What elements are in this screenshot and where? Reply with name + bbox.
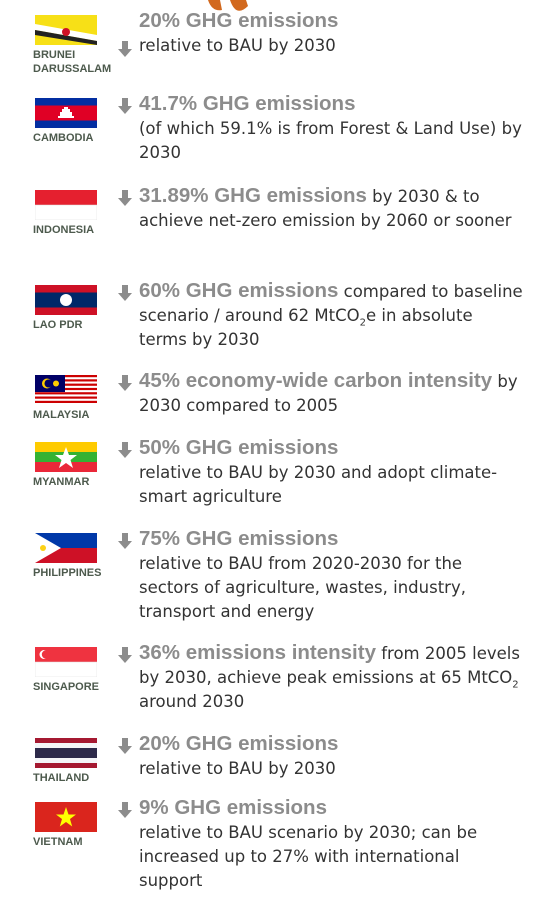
graphic	[118, 41, 132, 57]
country-name: MALAYSIA	[33, 408, 133, 422]
graphic	[60, 294, 72, 306]
flag	[35, 375, 97, 405]
headline: 9% GHG emissions	[139, 796, 327, 819]
pledge: 31.89% GHG emissions by 2030 & to achiev…	[139, 184, 524, 233]
headline: 60% GHG emissions	[139, 279, 338, 302]
subscript: 2	[512, 679, 518, 690]
flag	[35, 802, 97, 832]
graphic	[117, 41, 133, 57]
pledge: 36% emissions intensity from 2005 levels…	[139, 641, 524, 714]
flag	[35, 647, 97, 677]
country-name: VIETNAM	[33, 835, 133, 849]
pledge: 45% economy-wide carbon intensity by 203…	[139, 369, 524, 418]
headline: 20% GHG emissions	[139, 9, 338, 32]
graphic	[118, 802, 132, 818]
flag	[35, 98, 97, 128]
flag	[35, 190, 97, 220]
graphic	[35, 748, 97, 758]
graphic	[62, 28, 70, 36]
graphic	[118, 647, 132, 663]
headline: 20% GHG emissions	[139, 732, 338, 755]
headline: 50% GHG emissions	[139, 436, 338, 459]
graphic	[35, 662, 97, 677]
graphic	[35, 397, 97, 399]
description: (of which 59.1% is from Forest & Land Us…	[139, 117, 524, 165]
graphic	[35, 190, 97, 205]
country-name: INDONESIA	[33, 223, 133, 237]
graphic	[35, 401, 97, 403]
graphic	[117, 802, 133, 818]
country-name: SINGAPORE	[33, 680, 133, 694]
graphic	[117, 738, 133, 754]
graphic	[118, 285, 132, 301]
graphic	[118, 442, 132, 458]
flag	[35, 15, 97, 45]
graphic	[118, 98, 132, 114]
graphic	[40, 545, 46, 551]
description: relative to BAU by 2030	[139, 757, 524, 781]
flag	[35, 442, 97, 472]
flag	[35, 285, 97, 315]
pledge: 41.7% GHG emissions(of which 59.1% is fr…	[139, 92, 524, 165]
graphic	[35, 205, 97, 220]
headline: 41.7% GHG emissions	[139, 92, 355, 115]
graphic	[35, 392, 97, 394]
flag	[35, 738, 97, 768]
graphic	[117, 285, 133, 301]
graphic	[118, 533, 132, 549]
pledge: 60% GHG emissions compared to baseline s…	[139, 279, 524, 352]
page: BRUNEI DARUSSALAM 20% GHG emissionsrelat…	[0, 0, 538, 898]
graphic	[35, 462, 97, 472]
country-name: CAMBODIA	[33, 131, 133, 145]
headline: 45% economy-wide carbon intensity	[139, 369, 492, 392]
graphic	[45, 380, 53, 388]
country-name: THAILAND	[33, 771, 133, 785]
graphic	[53, 381, 59, 387]
graphic	[42, 650, 50, 658]
graphic	[117, 533, 133, 549]
graphic	[117, 442, 133, 458]
graphic	[117, 647, 133, 663]
description: around 2030	[139, 692, 244, 711]
headline: 75% GHG emissions	[139, 527, 338, 550]
graphic	[117, 98, 133, 114]
headline: 31.89% GHG emissions	[139, 184, 367, 207]
country-name: PHILIPPINES	[33, 566, 133, 580]
country-name: MYANMAR	[33, 475, 133, 489]
description: relative to BAU from 2020-2030 for the s…	[139, 552, 524, 624]
graphic	[118, 738, 132, 754]
description: relative to BAU by 2030	[139, 34, 524, 58]
flag	[35, 533, 97, 563]
description: relative to BAU by 2030 and adopt climat…	[139, 461, 524, 509]
headline: 36% emissions intensity	[139, 641, 376, 664]
description: relative to BAU scenario by 2030; can be…	[139, 821, 524, 893]
graphic	[118, 375, 132, 391]
country-name: LAO PDR	[33, 318, 133, 332]
graphic	[117, 375, 133, 391]
graphic	[118, 190, 132, 206]
graphic	[117, 190, 133, 206]
